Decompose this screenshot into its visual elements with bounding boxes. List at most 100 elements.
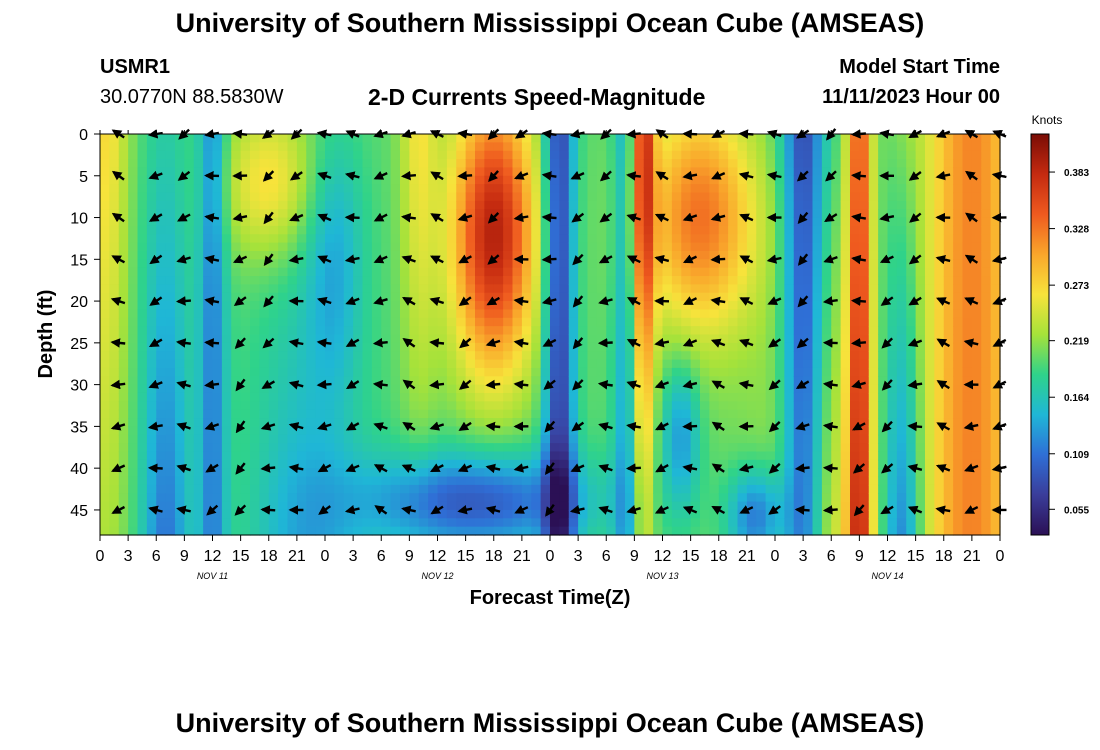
heatmap-cell <box>559 468 570 478</box>
heatmap-cell <box>840 150 851 160</box>
current-arrow <box>935 170 951 181</box>
heatmap-cell <box>953 401 964 411</box>
heatmap-cell <box>193 259 204 269</box>
heatmap-cell <box>784 434 795 444</box>
heatmap-cell <box>615 476 626 486</box>
heatmap-cell <box>643 468 654 478</box>
heatmap-cell <box>193 334 204 344</box>
heatmap-cell <box>475 493 485 503</box>
heatmap-cell <box>896 501 907 511</box>
heatmap-cell <box>559 259 570 269</box>
heatmap-cell <box>709 175 720 185</box>
heatmap-cell <box>943 434 954 444</box>
heatmap-cell <box>400 326 410 336</box>
heatmap-cell <box>821 451 832 461</box>
heatmap-cell <box>896 401 907 411</box>
heatmap-cell <box>596 359 607 369</box>
heatmap-cell <box>381 159 392 169</box>
heatmap-cell <box>718 301 729 311</box>
heatmap-cell <box>381 526 392 536</box>
heatmap-cell <box>390 443 401 453</box>
heatmap-cell <box>381 267 392 277</box>
heatmap-cell <box>718 192 729 202</box>
heatmap-cell <box>671 142 682 152</box>
heatmap-cell <box>521 334 532 344</box>
heatmap-cell <box>596 284 607 294</box>
heatmap-cell <box>315 267 326 277</box>
heatmap-cell <box>184 426 195 436</box>
heatmap-cell <box>512 451 523 461</box>
heatmap-cell <box>493 326 504 336</box>
heatmap-cell <box>653 401 664 411</box>
heatmap-cell <box>690 359 701 369</box>
heatmap-cell <box>428 518 439 528</box>
heatmap-cell <box>531 484 542 494</box>
heatmap-cell <box>821 526 832 536</box>
heatmap-cell <box>128 434 139 444</box>
current-arrow <box>739 505 754 514</box>
current-arrow <box>880 505 894 515</box>
heatmap-cell <box>662 200 673 210</box>
heatmap-cell <box>559 493 570 503</box>
heatmap-cell <box>962 351 973 361</box>
heatmap-cell <box>362 451 373 461</box>
heatmap-cell <box>850 451 860 461</box>
heatmap-cell <box>559 351 570 361</box>
current-arrows <box>110 128 1007 517</box>
heatmap-cell <box>184 301 195 311</box>
heatmap-cell <box>156 234 167 244</box>
heatmap-cell <box>803 134 814 143</box>
heatmap-cell <box>915 459 926 469</box>
heatmap-cell <box>128 334 139 344</box>
heatmap-cell <box>118 459 129 469</box>
heatmap-cell <box>878 484 889 494</box>
heatmap-cell <box>812 526 823 536</box>
heatmap-cell <box>446 259 457 269</box>
heatmap-cell <box>503 459 514 469</box>
heatmap-cell <box>296 326 307 336</box>
heatmap-cell <box>231 317 242 327</box>
heatmap-cell <box>840 376 851 386</box>
heatmap-cell <box>718 359 729 369</box>
heatmap-cell <box>615 451 626 461</box>
heatmap-cell <box>550 209 560 219</box>
current-arrow <box>739 255 754 265</box>
current-arrow <box>682 379 698 390</box>
heatmap-cell <box>671 443 682 453</box>
heatmap-cell <box>371 509 382 519</box>
heatmap-cell <box>250 317 260 327</box>
heatmap-cell <box>746 342 757 352</box>
heatmap-cell <box>475 418 485 427</box>
heatmap-cell <box>418 451 429 461</box>
heatmap-cell <box>100 234 110 244</box>
current-arrow <box>234 504 247 516</box>
heatmap-cell <box>306 493 317 503</box>
heatmap-cell <box>306 301 317 311</box>
heatmap-cell <box>296 493 307 503</box>
heatmap-cell <box>418 326 429 336</box>
heatmap-cell <box>859 175 870 185</box>
heatmap-cell <box>971 418 982 427</box>
heatmap-cell <box>100 342 110 352</box>
heatmap-cell <box>934 476 945 486</box>
heatmap-cell <box>868 451 879 461</box>
heatmap-cell <box>306 175 317 185</box>
heatmap-cell <box>934 392 945 402</box>
heatmap-cell <box>962 443 973 453</box>
heatmap-cell <box>353 501 364 511</box>
heatmap-cell <box>596 493 607 503</box>
heatmap-cell <box>325 493 335 503</box>
current-arrow <box>908 296 922 306</box>
heatmap-cell <box>840 167 851 177</box>
heatmap-cell <box>803 384 814 394</box>
heatmap-cell <box>625 175 635 185</box>
heatmap-cell <box>559 134 570 143</box>
heatmap-cell <box>465 134 476 143</box>
heatmap-cell <box>475 443 485 453</box>
heatmap-cell <box>962 392 973 402</box>
heatmap-cell <box>765 259 776 269</box>
heatmap-cell <box>896 200 907 210</box>
heatmap-cell <box>896 259 907 269</box>
heatmap-cell <box>793 234 804 244</box>
current-arrow <box>682 505 698 515</box>
